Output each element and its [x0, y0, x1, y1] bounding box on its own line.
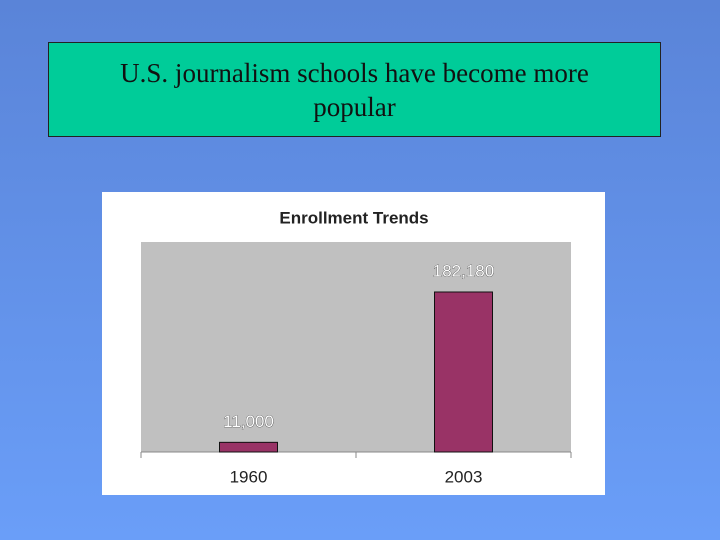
bar — [434, 291, 493, 453]
chart-title: Enrollment Trends — [279, 208, 428, 227]
x-tick-label: 2003 — [445, 467, 483, 486]
data-label: 11,000 — [223, 412, 274, 431]
bar — [219, 441, 278, 453]
title-box: U.S. journalism schools have become more… — [48, 42, 661, 137]
slide-title: U.S. journalism schools have become more… — [120, 57, 589, 122]
data-label: 182,180 — [433, 261, 494, 280]
x-tick-label: 1960 — [230, 467, 268, 486]
plot-area — [141, 242, 571, 452]
